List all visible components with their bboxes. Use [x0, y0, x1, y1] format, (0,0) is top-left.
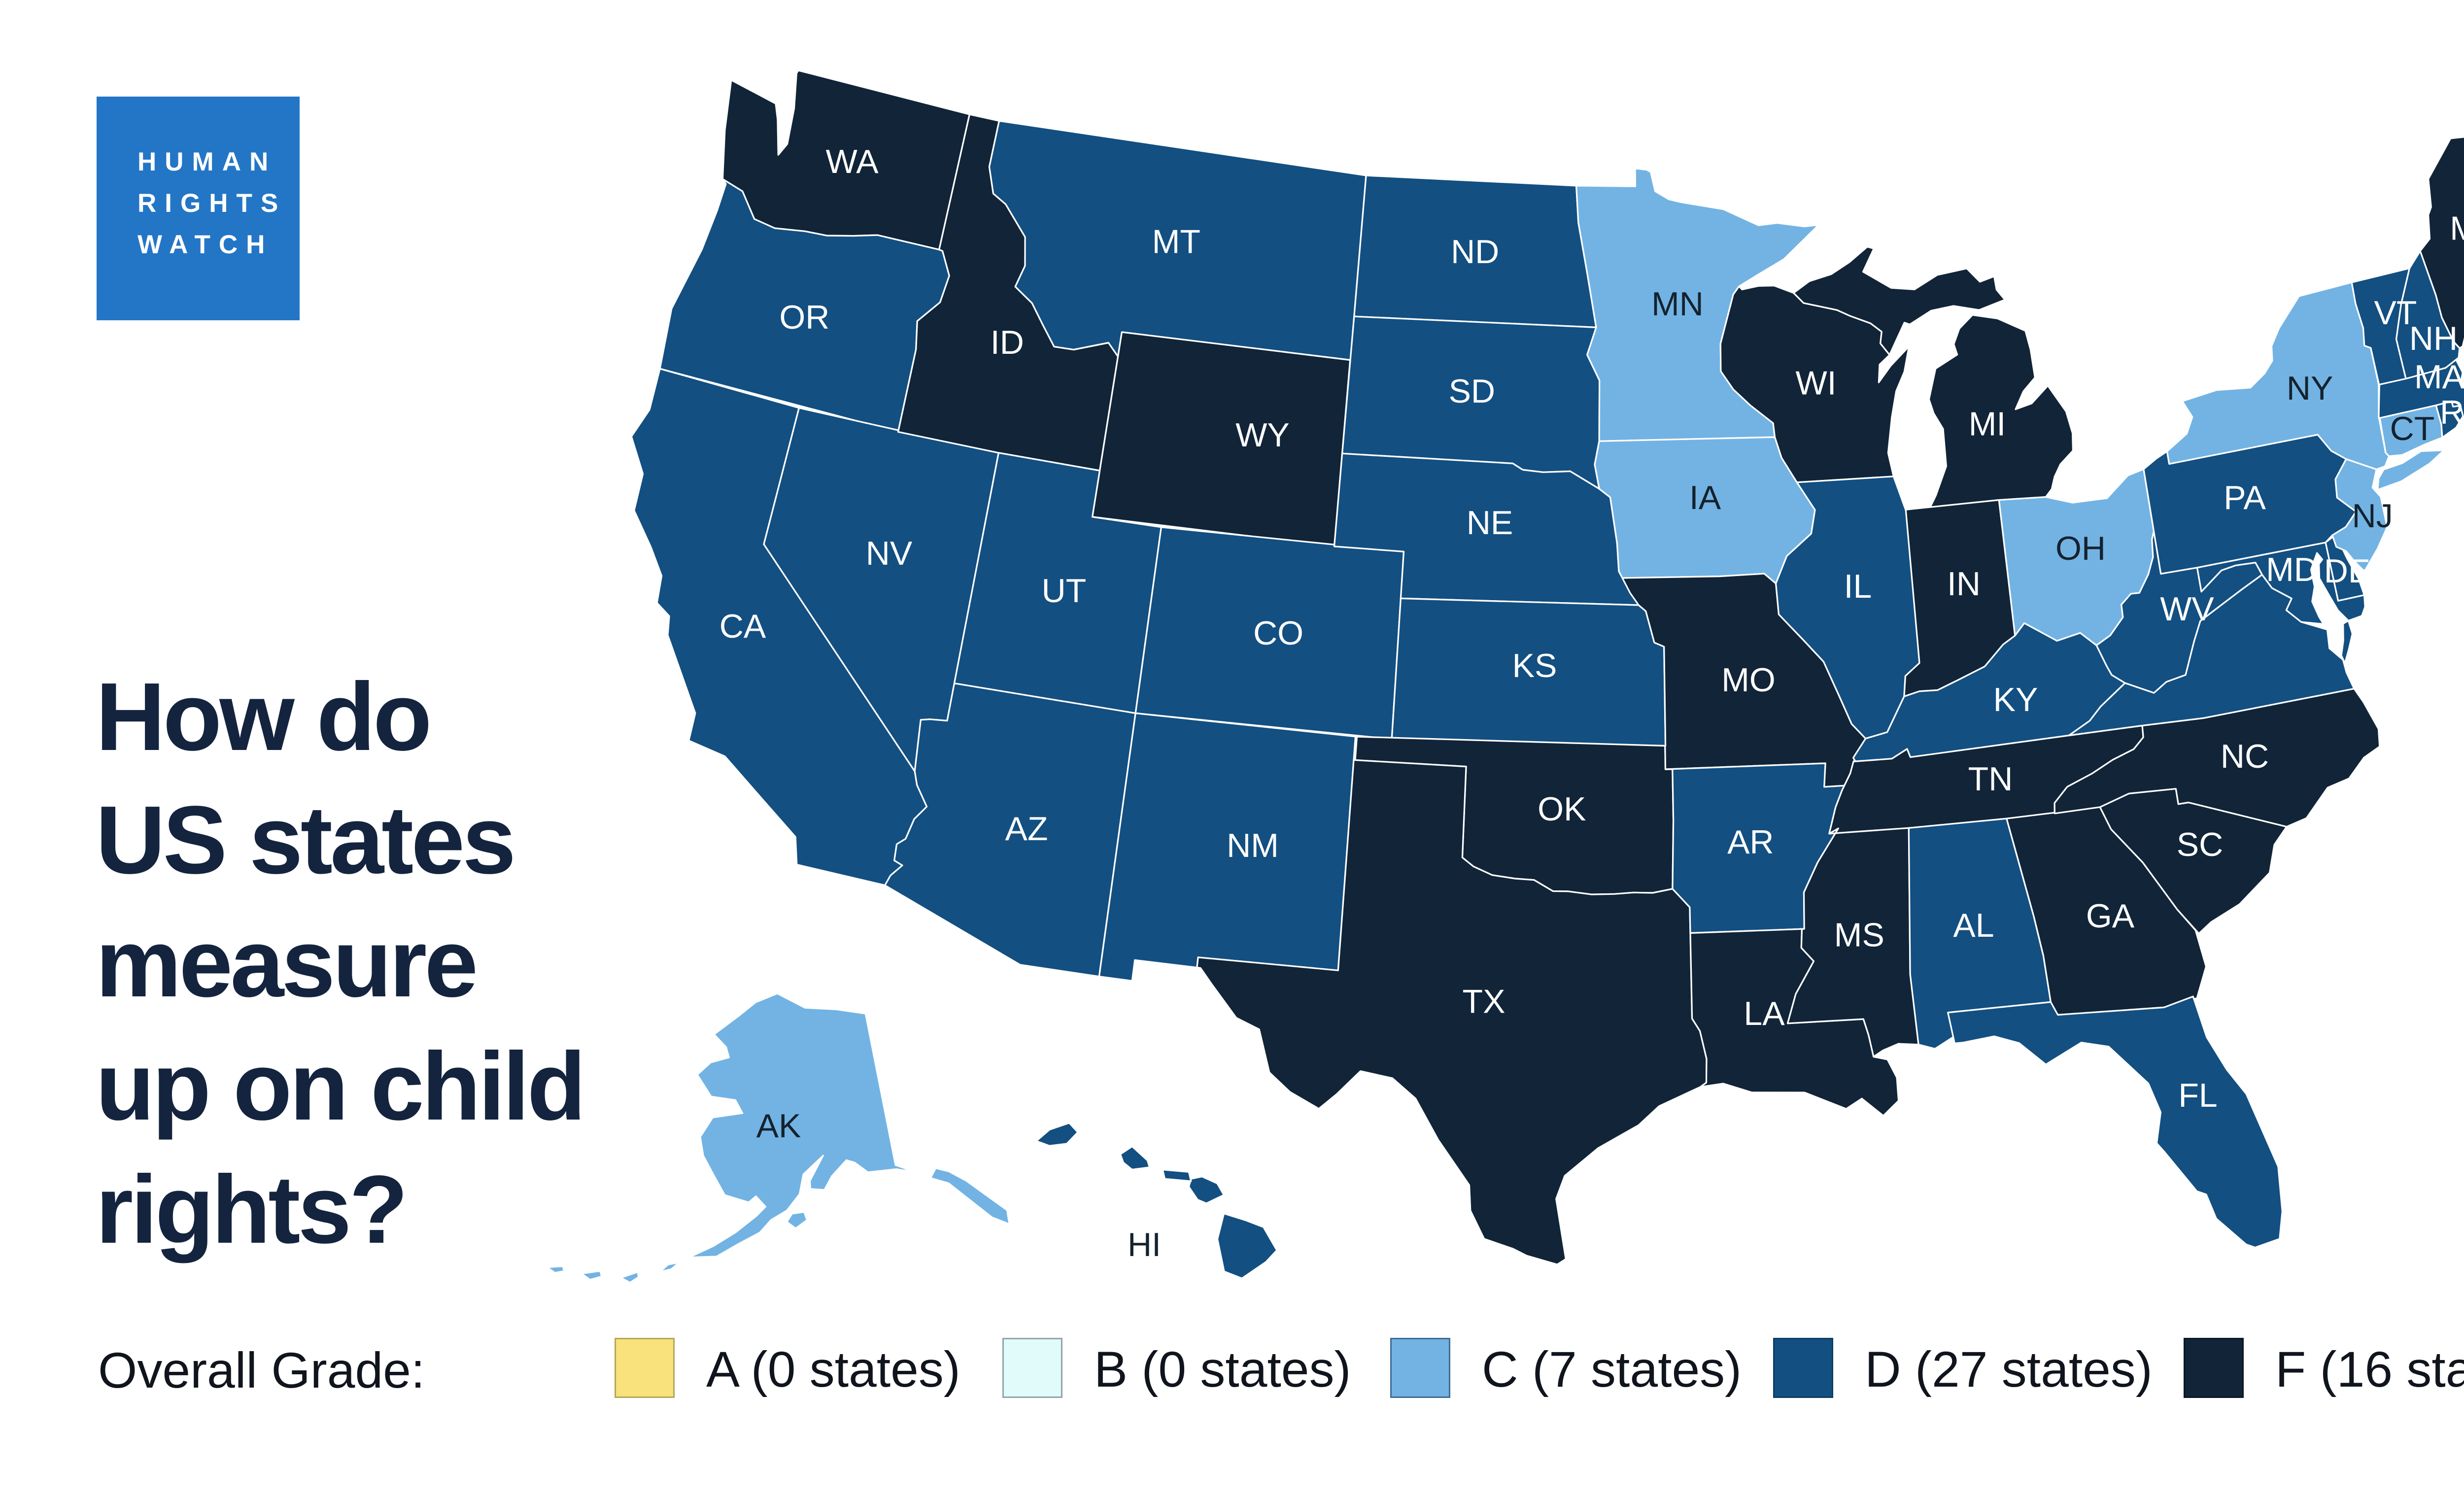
svg-text:TX: TX — [1463, 983, 1506, 1021]
svg-text:KY: KY — [1993, 681, 2038, 718]
svg-text:NV: NV — [866, 535, 913, 572]
svg-text:WV: WV — [2160, 590, 2214, 628]
svg-text:SC: SC — [2177, 826, 2223, 863]
svg-text:MA: MA — [2414, 358, 2464, 396]
svg-text:CT: CT — [2390, 410, 2435, 447]
svg-text:CO: CO — [1253, 614, 1303, 652]
svg-text:OK: OK — [1538, 790, 1586, 828]
svg-text:AL: AL — [1953, 907, 1994, 944]
svg-text:AZ: AZ — [1005, 810, 1048, 848]
svg-text:VT: VT — [2374, 294, 2417, 332]
svg-text:OH: OH — [2055, 530, 2106, 567]
svg-text:HI: HI — [1128, 1226, 1161, 1263]
svg-text:WI: WI — [1795, 365, 1836, 402]
svg-text:RI: RI — [2440, 394, 2464, 431]
svg-text:OR: OR — [779, 299, 829, 336]
svg-text:MD: MD — [2266, 551, 2318, 588]
svg-text:CA: CA — [719, 608, 766, 645]
svg-text:SD: SD — [1449, 373, 1495, 410]
svg-text:MN: MN — [1651, 285, 1704, 323]
svg-text:WA: WA — [826, 143, 879, 180]
svg-text:VA: VA — [2361, 625, 2404, 663]
svg-text:MT: MT — [1152, 223, 1200, 260]
svg-text:AR: AR — [1727, 823, 1774, 861]
svg-text:GA: GA — [2086, 897, 2135, 935]
svg-text:TN: TN — [1968, 760, 2013, 798]
svg-text:NC: NC — [2221, 738, 2269, 775]
svg-text:LA: LA — [1744, 995, 1785, 1032]
svg-text:MO: MO — [1721, 661, 1776, 699]
svg-text:ID: ID — [991, 324, 1024, 361]
svg-text:WY: WY — [1235, 416, 1290, 454]
svg-text:IL: IL — [1844, 568, 1872, 605]
svg-text:MI: MI — [1969, 405, 2006, 442]
svg-text:NJ: NJ — [2352, 497, 2393, 535]
svg-text:NY: NY — [2287, 370, 2333, 407]
svg-text:IA: IA — [1689, 479, 1721, 516]
svg-text:NE: NE — [1467, 504, 1513, 542]
svg-text:KS: KS — [1512, 647, 1557, 684]
svg-text:DE: DE — [2324, 552, 2370, 590]
svg-text:ME: ME — [2450, 209, 2464, 247]
svg-text:MS: MS — [1834, 916, 1884, 953]
svg-text:FL: FL — [2178, 1077, 2217, 1114]
svg-text:AK: AK — [756, 1107, 801, 1145]
svg-text:NM: NM — [1227, 827, 1279, 864]
svg-text:UT: UT — [1042, 572, 1087, 610]
svg-text:NH: NH — [2409, 320, 2458, 357]
svg-text:IN: IN — [1947, 565, 1981, 603]
svg-text:PA: PA — [2224, 479, 2266, 516]
svg-text:ND: ND — [1451, 233, 1499, 271]
